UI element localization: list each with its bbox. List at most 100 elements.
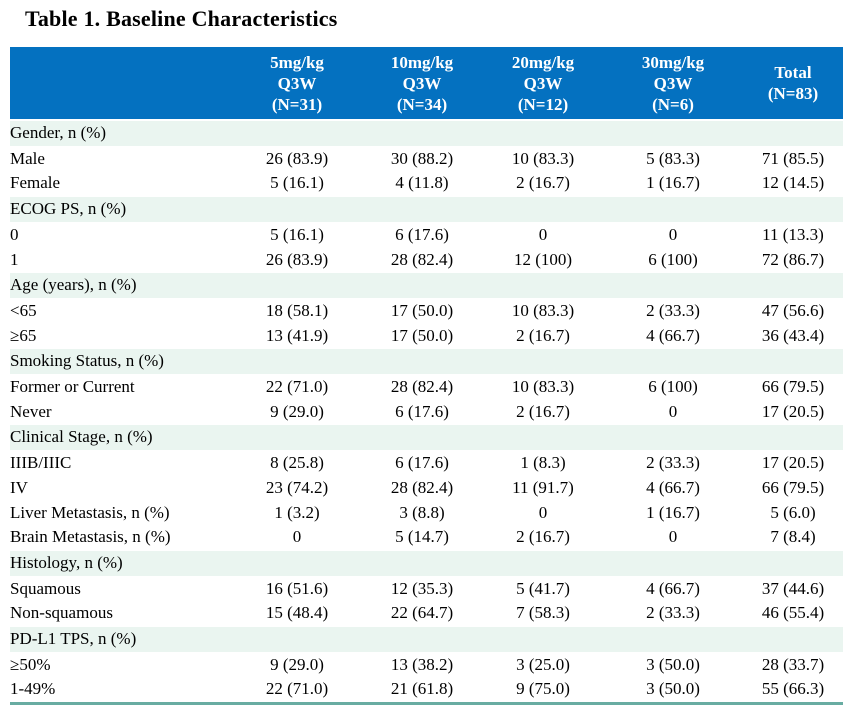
row-value: 15 (48.4): [265, 603, 329, 623]
header-cell-line: (N=31): [271, 94, 323, 114]
row-label: PD-L1 TPS, n (%): [10, 626, 233, 653]
row-label: ECOG PS, n (%): [10, 196, 233, 223]
row-value: 5 (6.0): [770, 502, 816, 522]
row-value: 5 (83.3): [646, 148, 700, 168]
row-value: 2 (33.3): [646, 300, 700, 320]
row-label: Gender, n (%): [10, 118, 233, 147]
row-value: 21 (61.8): [390, 679, 454, 699]
header-cell: Total (N=83): [743, 47, 843, 120]
header-cell-empty: [10, 47, 233, 120]
row-value: [603, 348, 743, 376]
row-value: 6 (17.6): [395, 453, 449, 473]
row-value: 66 (79.5): [761, 377, 825, 397]
row-value: [233, 196, 361, 223]
row-value: [743, 272, 843, 299]
row-value: 72 (86.7): [761, 249, 825, 269]
table-row: IV 23 (74.2) 28 (82.4) 11 (91.7) 4 (66.7) 66 …: [10, 476, 843, 501]
row-label: IIIB/IIIC: [10, 453, 72, 473]
row-value: 3 (8.8): [399, 502, 445, 522]
table-row: ≥65 13 (41.9) 17 (50.0) 2 (16.7) 4 (66.7) 36 …: [10, 324, 843, 349]
row-value: 37 (44.6): [761, 578, 825, 598]
row-label: 0: [10, 224, 19, 244]
row-value: 6 (17.6): [395, 224, 449, 244]
row-value: 22 (71.0): [265, 679, 329, 699]
table-header: 5mg/kg Q3W (N=31) 10mg/kg Q3W (N=34) 20mg/kg Q3…: [10, 47, 843, 120]
row-value: [483, 272, 603, 299]
header-cell-line: (N=34): [396, 94, 448, 114]
row-value: [603, 549, 743, 577]
row-value: [603, 424, 743, 452]
row-value: 17 (50.0): [390, 325, 454, 345]
row-label: Histology, n (%): [10, 549, 233, 577]
table-row: <65 18 (58.1) 17 (50.0) 10 (83.3) 2 (33.3) 47…: [10, 298, 843, 323]
header-cell-line: Q3W: [402, 73, 442, 93]
row-value: 4 (11.8): [395, 173, 449, 193]
row-value: 0: [538, 502, 548, 522]
row-value: [233, 549, 361, 577]
baseline-characteristics-table: 5mg/kg Q3W (N=31) 10mg/kg Q3W (N=34) 20mg/kg Q3…: [10, 47, 843, 706]
row-label: Squamous: [10, 578, 81, 598]
row-value: [743, 196, 843, 223]
table-row: Male 26 (83.9) 30 (88.2) 10 (83.3) 5 (83.3) 7…: [10, 146, 843, 171]
header-cell-line: (N=6): [652, 94, 694, 114]
row-value: 17 (50.0): [390, 300, 454, 320]
row-value: [603, 272, 743, 299]
row-value: 13 (38.2): [390, 654, 454, 674]
row-value: 13 (41.9): [265, 325, 329, 345]
row-value: 0: [668, 527, 678, 547]
header-cell-line: Q3W: [277, 73, 317, 93]
row-value: [743, 118, 843, 147]
row-value: 10 (83.3): [511, 148, 575, 168]
row-label: ≥65: [10, 325, 37, 345]
row-value: 6 (17.6): [395, 401, 449, 421]
row-value: 23 (74.2): [265, 477, 329, 497]
row-value: 0: [538, 224, 548, 244]
row-value: 2 (16.7): [516, 325, 570, 345]
table-row: Gender, n (%): [10, 118, 843, 147]
row-value: 2 (16.7): [516, 401, 570, 421]
row-value: 1 (8.3): [520, 453, 566, 473]
row-label: Liver Metastasis, n (%): [10, 502, 170, 522]
table-title: Table 1. Baseline Characteristics: [25, 6, 338, 31]
row-value: 9 (75.0): [516, 679, 570, 699]
row-label: Clinical Stage, n (%): [10, 424, 233, 452]
row-value: 30 (88.2): [390, 148, 454, 168]
header-cell: 20mg/kg Q3W (N=12): [483, 47, 603, 120]
row-value: 3 (50.0): [646, 654, 700, 674]
row-value: 3 (25.0): [516, 654, 570, 674]
row-value: [361, 348, 483, 376]
row-label: Female: [10, 173, 61, 193]
row-value: [603, 626, 743, 653]
row-value: 0: [668, 224, 678, 244]
row-value: 17 (20.5): [761, 401, 825, 421]
row-value: 2 (16.7): [516, 527, 570, 547]
row-value: [361, 626, 483, 653]
row-value: 36 (43.4): [761, 325, 825, 345]
header-cell-line: (N=12): [517, 94, 569, 114]
row-label: ≥50%: [10, 654, 51, 674]
row-value: 12 (35.3): [390, 578, 454, 598]
row-value: [361, 118, 483, 147]
header-cell-line: 5mg/kg: [270, 52, 324, 72]
table-row: 1-49% 22 (71.0) 21 (61.8) 9 (75.0) 3 (50.0) 5…: [10, 677, 843, 703]
row-value: 7 (8.4): [770, 527, 816, 547]
row-label: <65: [10, 300, 37, 320]
row-value: 4 (66.7): [646, 477, 700, 497]
row-value: 10 (83.3): [511, 300, 575, 320]
header-cell-line: 30mg/kg: [641, 52, 705, 72]
row-value: 22 (71.0): [265, 377, 329, 397]
row-value: 10 (83.3): [511, 377, 575, 397]
row-value: [233, 626, 361, 653]
row-value: 46 (55.4): [761, 603, 825, 623]
row-value: [483, 424, 603, 452]
row-value: [483, 118, 603, 147]
row-value: 6 (100): [648, 377, 698, 397]
row-value: [361, 272, 483, 299]
row-value: [743, 424, 843, 452]
table-row: Former or Current 22 (71.0) 28 (82.4) 10 (8…: [10, 375, 843, 400]
table-row: Smoking Status, n (%): [10, 348, 843, 376]
row-value: [603, 196, 743, 223]
row-value: [233, 118, 361, 147]
row-label: 1-49%: [10, 679, 56, 699]
row-value: 1 (16.7): [646, 173, 700, 193]
